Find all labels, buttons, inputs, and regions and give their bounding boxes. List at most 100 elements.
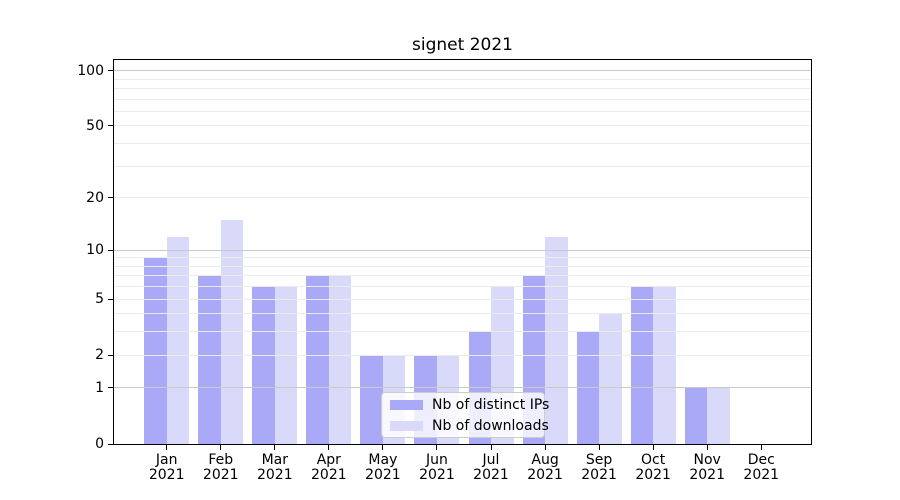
x-tick-year: 2021 xyxy=(689,467,725,483)
x-tick-mark xyxy=(436,445,438,450)
legend-item-downloads: Nb of downloads xyxy=(390,418,549,434)
x-tick-label: Oct 2021 xyxy=(617,453,689,483)
x-tick-year: 2021 xyxy=(581,467,617,483)
x-tick-month: Jul xyxy=(482,452,500,468)
gridline-major xyxy=(114,249,811,251)
legend-swatch-downloads xyxy=(390,420,423,431)
y-tick-label: 20 xyxy=(86,189,104,206)
x-tick-month: Jan xyxy=(155,452,178,468)
x-tick-month: Jun xyxy=(426,452,448,468)
bar-may-distinct-ips xyxy=(360,355,383,444)
x-tick-year: 2021 xyxy=(256,467,293,483)
bar-nov-distinct-ips xyxy=(684,387,708,444)
legend-label-distinct-ips: Nb of distinct IPs xyxy=(432,396,550,413)
gridline-major xyxy=(114,70,811,72)
x-tick-year: 2021 xyxy=(473,467,509,483)
y-tick-label: 1 xyxy=(95,379,104,396)
y-tick-label: 100 xyxy=(77,62,104,79)
gridline-minor xyxy=(114,197,811,199)
gridline-minor xyxy=(114,286,811,288)
y-tick-mark xyxy=(108,197,113,199)
bar-aug-downloads xyxy=(545,236,568,444)
x-tick-year: 2021 xyxy=(311,467,347,483)
x-tick-mark xyxy=(274,445,276,450)
gridline-minor xyxy=(114,143,811,145)
gridline-major xyxy=(114,387,811,389)
x-tick-label: Jan 2021 xyxy=(131,453,203,483)
gridline-minor xyxy=(114,331,811,333)
x-tick-mark xyxy=(328,445,330,450)
x-tick-month: Feb xyxy=(208,452,234,468)
gridline-minor xyxy=(114,88,811,90)
x-tick-mark xyxy=(544,445,546,450)
gridline-minor xyxy=(114,98,811,100)
y-tick-mark xyxy=(108,249,113,251)
x-tick-year: 2021 xyxy=(419,467,455,483)
legend-label-downloads: Nb of downloads xyxy=(432,417,549,434)
y-tick-label: 0 xyxy=(95,436,104,452)
x-tick-year: 2021 xyxy=(202,467,239,483)
bar-feb-distinct-ips xyxy=(198,275,221,444)
x-tick-month: Mar xyxy=(261,452,288,468)
bar-nov-downloads xyxy=(707,387,730,444)
x-tick-label: Mar 2021 xyxy=(239,453,311,483)
bar-mar-distinct-ips xyxy=(252,286,275,444)
gridline-minor xyxy=(114,298,811,300)
x-tick-mark xyxy=(652,445,654,450)
y-tick-mark xyxy=(108,70,113,72)
legend: Nb of distinct IPs Nb of downloads xyxy=(381,392,549,438)
gridline-minor xyxy=(114,110,811,112)
y-tick-mark xyxy=(108,125,113,127)
x-tick-month: May xyxy=(368,452,398,468)
y-tick-mark xyxy=(108,298,113,300)
x-tick-label: Apr 2021 xyxy=(293,453,365,483)
x-tick-year: 2021 xyxy=(365,467,401,483)
bar-apr-downloads xyxy=(328,275,352,444)
x-tick-month: Sep xyxy=(585,452,613,468)
bar-jan-downloads xyxy=(166,236,190,444)
gridline-minor xyxy=(114,78,811,80)
x-tick-month: Oct xyxy=(641,452,666,468)
y-tick-label: 10 xyxy=(86,242,104,259)
x-tick-year: 2021 xyxy=(635,467,671,483)
y-tick-label: 50 xyxy=(86,117,104,134)
x-tick-month: Nov xyxy=(693,452,721,468)
x-tick-mark xyxy=(706,445,708,450)
x-tick-month: Aug xyxy=(531,452,559,468)
gridline-minor xyxy=(114,265,811,267)
chart-title: signet 2021 xyxy=(412,35,513,55)
y-tick-label: 5 xyxy=(95,291,104,308)
bar-jan-distinct-ips xyxy=(144,257,167,444)
x-tick-label: Nov 2021 xyxy=(671,453,743,483)
y-tick-label: 2 xyxy=(95,347,104,364)
gridline-minor xyxy=(114,354,811,356)
gridline-minor xyxy=(114,125,811,127)
x-tick-mark xyxy=(220,445,222,450)
gridline-minor xyxy=(114,257,811,259)
x-tick-year: 2021 xyxy=(148,467,185,483)
y-tick-mark xyxy=(108,387,113,389)
x-tick-label: Jun 2021 xyxy=(401,453,473,483)
y-tick-mark xyxy=(108,354,113,356)
x-tick-label: Sep 2021 xyxy=(563,453,635,483)
plot-area xyxy=(113,59,812,445)
x-tick-year: 2021 xyxy=(527,467,563,483)
gridline-minor xyxy=(114,313,811,315)
gridline-minor xyxy=(114,275,811,277)
x-tick-month: Apr xyxy=(316,452,341,468)
x-tick-label: Aug 2021 xyxy=(509,453,581,483)
x-tick-month: Dec xyxy=(747,452,775,468)
bar-apr-distinct-ips xyxy=(306,275,329,444)
x-tick-mark xyxy=(760,445,762,450)
x-tick-year: 2021 xyxy=(743,467,780,483)
x-tick-label: May 2021 xyxy=(347,453,419,483)
legend-item-distinct-ips: Nb of distinct IPs xyxy=(390,397,549,413)
x-tick-mark xyxy=(490,445,492,450)
x-tick-mark xyxy=(166,445,168,450)
x-tick-label: Dec 2021 xyxy=(725,453,797,483)
y-tick-mark xyxy=(108,443,113,445)
bar-oct-downloads xyxy=(653,286,676,444)
legend-swatch-distinct-ips xyxy=(390,399,423,410)
gridline-minor xyxy=(114,165,811,167)
